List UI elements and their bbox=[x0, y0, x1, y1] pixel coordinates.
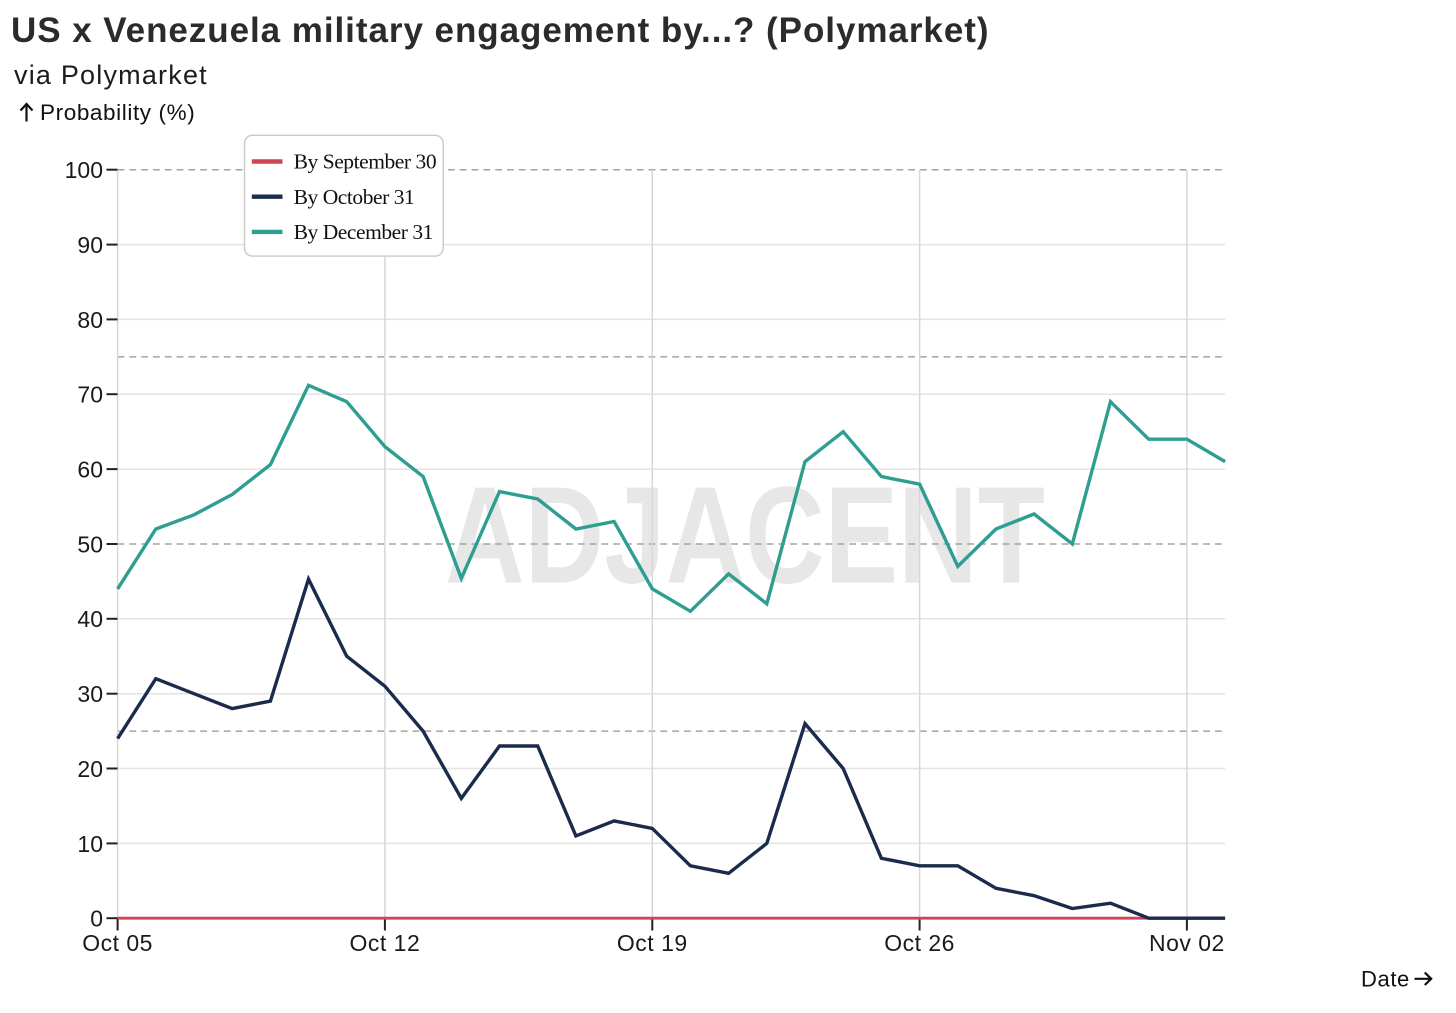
svg-text:70: 70 bbox=[77, 382, 103, 408]
svg-text:100: 100 bbox=[65, 157, 103, 183]
svg-text:US x Venezuela military engage: US x Venezuela military engagement by...… bbox=[11, 11, 989, 50]
svg-text:Nov 02: Nov 02 bbox=[1149, 930, 1225, 956]
svg-text:10: 10 bbox=[77, 831, 103, 857]
svg-text:80: 80 bbox=[77, 307, 103, 333]
svg-text:60: 60 bbox=[77, 457, 103, 483]
svg-text:Oct 12: Oct 12 bbox=[350, 930, 421, 956]
svg-text:20: 20 bbox=[77, 756, 103, 782]
svg-text:Oct 05: Oct 05 bbox=[82, 930, 153, 956]
svg-text:90: 90 bbox=[77, 232, 103, 258]
svg-text:Date: Date bbox=[1361, 966, 1410, 991]
svg-text:By October 31: By October 31 bbox=[294, 185, 415, 209]
svg-text:50: 50 bbox=[77, 531, 103, 557]
svg-text:ADJACENT: ADJACENT bbox=[445, 459, 1045, 613]
svg-text:30: 30 bbox=[77, 681, 103, 707]
svg-text:By December 31: By December 31 bbox=[294, 220, 433, 244]
svg-text:via Polymarket: via Polymarket bbox=[14, 60, 208, 90]
svg-text:40: 40 bbox=[77, 606, 103, 632]
svg-text:Oct 19: Oct 19 bbox=[617, 930, 688, 956]
svg-text:0: 0 bbox=[90, 906, 103, 932]
svg-text:By September 30: By September 30 bbox=[294, 150, 437, 174]
svg-text:Oct 26: Oct 26 bbox=[884, 930, 955, 956]
svg-text:Probability (%): Probability (%) bbox=[40, 100, 195, 125]
